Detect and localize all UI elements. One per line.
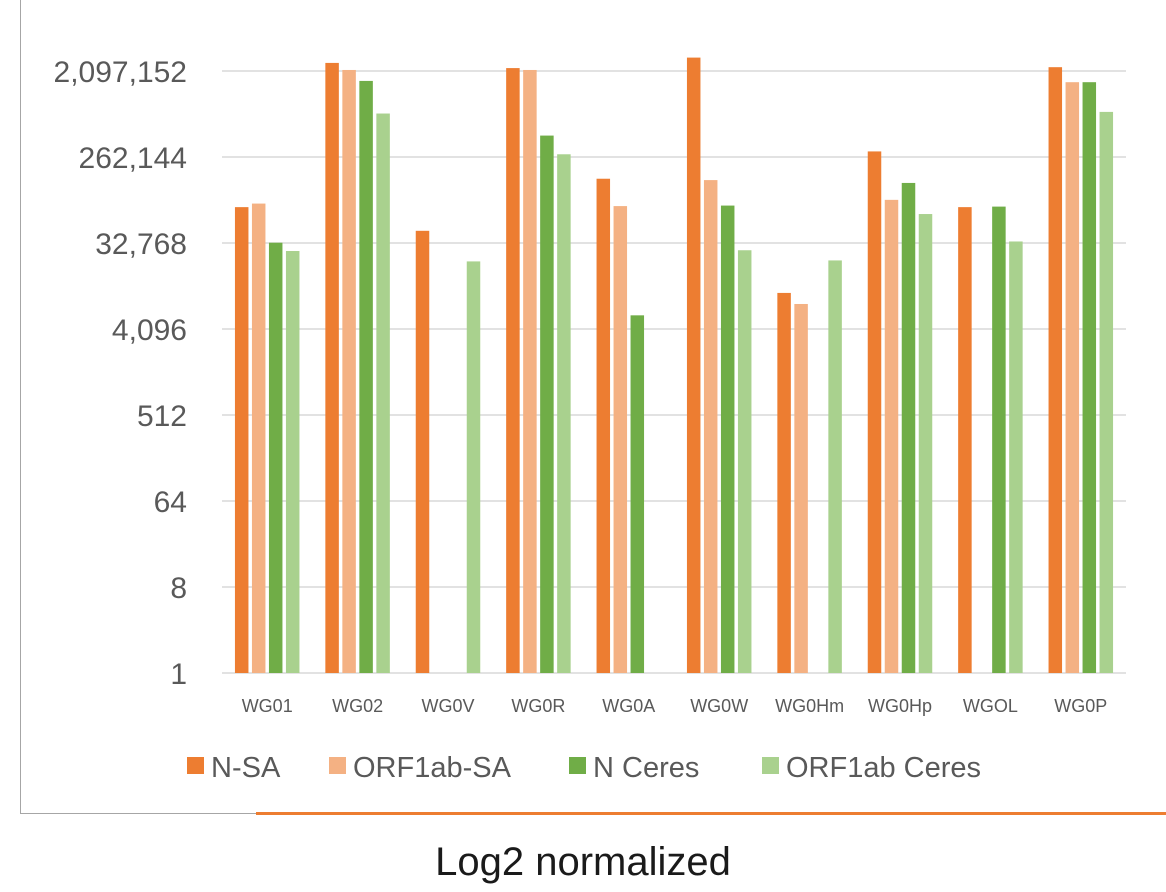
bar (234, 207, 249, 673)
bar (1065, 82, 1080, 673)
bar (285, 251, 300, 673)
legend-label: ORF1ab Ceres (786, 752, 981, 784)
x-tick-label: WG0V (421, 696, 474, 716)
bar (1009, 241, 1023, 674)
y-tick-label: 8 (170, 572, 187, 605)
bar (1099, 111, 1114, 673)
bar (557, 154, 571, 674)
chart-caption: Log2 normalized (435, 840, 731, 884)
bar (828, 260, 842, 673)
y-tick-label: 4,096 (112, 314, 187, 347)
bar (466, 261, 481, 673)
bar (325, 62, 339, 673)
bar (867, 151, 882, 673)
bar (703, 180, 718, 673)
x-tick-label: WG0Hp (868, 696, 932, 716)
y-tick-label: 2,097,152 (54, 56, 187, 89)
x-tick-label: WG01 (242, 696, 293, 716)
bar (376, 113, 390, 673)
bar (268, 242, 283, 673)
legend-label: N Ceres (593, 752, 699, 784)
y-tick-label: 32,768 (95, 228, 187, 261)
x-tick-label: WG0W (690, 696, 748, 716)
accent-line (256, 812, 1166, 815)
legend-swatch (762, 757, 779, 774)
bar (1082, 82, 1097, 673)
bar (251, 203, 266, 673)
bar (523, 69, 537, 674)
legend-swatch (569, 757, 586, 774)
legend-swatch (329, 757, 346, 774)
x-tick-label: WG0Hm (775, 696, 844, 716)
x-tick-label: WG0P (1054, 696, 1107, 716)
x-tick-label: WG0R (511, 696, 565, 716)
bar (884, 199, 899, 674)
bar (630, 315, 645, 673)
x-tick-label: WG0A (602, 696, 655, 716)
bar (1048, 67, 1063, 674)
bar (918, 214, 933, 673)
bar (686, 57, 701, 674)
bar (596, 178, 611, 674)
legend-swatch (187, 757, 204, 774)
bar (958, 207, 972, 673)
bar (901, 182, 916, 673)
bar (992, 206, 1006, 673)
y-tick-label: 1 (170, 658, 187, 691)
bar (613, 206, 628, 673)
bar (720, 205, 735, 673)
legend-label: ORF1ab-SA (353, 752, 512, 784)
bar (777, 292, 791, 673)
x-tick-label: WG02 (332, 696, 383, 716)
y-tick-label: 262,144 (79, 142, 187, 175)
x-tick-label: WGOL (963, 696, 1018, 716)
legend-label: N-SA (211, 752, 281, 784)
bar (540, 135, 554, 673)
bar (506, 68, 520, 673)
bar (415, 230, 430, 673)
y-tick-label: 512 (137, 400, 187, 433)
bar (342, 69, 356, 674)
bar (359, 80, 373, 674)
y-tick-label: 64 (154, 486, 187, 519)
bar (794, 303, 808, 673)
bar (737, 250, 752, 673)
